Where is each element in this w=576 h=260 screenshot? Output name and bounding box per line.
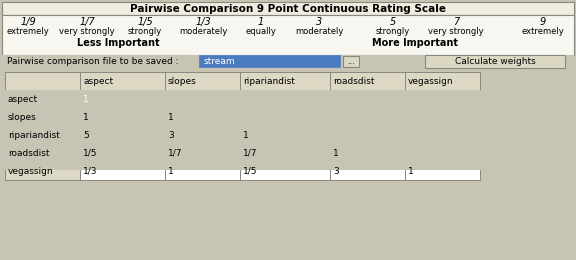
Text: strongly: strongly: [376, 28, 410, 36]
FancyBboxPatch shape: [330, 108, 405, 126]
Text: ripariandist: ripariandist: [8, 131, 60, 140]
FancyBboxPatch shape: [165, 108, 240, 126]
FancyBboxPatch shape: [80, 126, 165, 144]
Text: 1/9: 1/9: [20, 17, 36, 27]
Text: 1: 1: [258, 17, 264, 27]
Text: 1: 1: [333, 148, 339, 158]
Text: extremely: extremely: [522, 28, 564, 36]
Text: 1/7: 1/7: [243, 148, 257, 158]
Text: 3: 3: [316, 17, 322, 27]
FancyBboxPatch shape: [5, 108, 80, 126]
Text: Pairwise comparison file to be saved :: Pairwise comparison file to be saved :: [7, 57, 179, 66]
FancyBboxPatch shape: [80, 90, 165, 108]
FancyBboxPatch shape: [2, 90, 574, 170]
Text: very strongly: very strongly: [428, 28, 484, 36]
Text: 1: 1: [408, 166, 414, 176]
Text: 1/3: 1/3: [195, 17, 211, 27]
FancyBboxPatch shape: [80, 72, 165, 90]
Text: 1/3: 1/3: [83, 166, 97, 176]
FancyBboxPatch shape: [405, 72, 480, 90]
Text: stream: stream: [204, 57, 236, 66]
FancyBboxPatch shape: [240, 162, 330, 180]
Text: 1: 1: [243, 131, 249, 140]
Text: 3: 3: [333, 166, 339, 176]
Text: Calculate weights: Calculate weights: [454, 57, 535, 66]
FancyBboxPatch shape: [5, 144, 80, 162]
Text: 1/5: 1/5: [137, 17, 153, 27]
Text: 1/5: 1/5: [243, 166, 257, 176]
Text: slopes: slopes: [8, 113, 37, 121]
Text: 5: 5: [83, 131, 89, 140]
FancyBboxPatch shape: [330, 126, 405, 144]
FancyBboxPatch shape: [240, 126, 330, 144]
Text: ...: ...: [347, 57, 355, 66]
Text: aspect: aspect: [8, 94, 38, 103]
FancyBboxPatch shape: [200, 56, 340, 67]
FancyBboxPatch shape: [330, 144, 405, 162]
Text: extremely: extremely: [7, 28, 50, 36]
FancyBboxPatch shape: [5, 72, 80, 90]
Text: very strongly: very strongly: [59, 28, 115, 36]
Text: 1: 1: [168, 166, 174, 176]
FancyBboxPatch shape: [5, 162, 80, 180]
FancyBboxPatch shape: [240, 108, 330, 126]
FancyBboxPatch shape: [405, 162, 480, 180]
FancyBboxPatch shape: [240, 144, 330, 162]
FancyBboxPatch shape: [165, 162, 240, 180]
FancyBboxPatch shape: [2, 15, 574, 55]
FancyBboxPatch shape: [165, 72, 240, 90]
Text: 1: 1: [83, 113, 89, 121]
Text: 1/7: 1/7: [79, 17, 95, 27]
Text: 3: 3: [168, 131, 174, 140]
FancyBboxPatch shape: [165, 126, 240, 144]
FancyBboxPatch shape: [330, 72, 405, 90]
Text: 7: 7: [453, 17, 459, 27]
Text: aspect: aspect: [83, 76, 113, 86]
FancyBboxPatch shape: [80, 162, 165, 180]
FancyBboxPatch shape: [165, 144, 240, 162]
Text: moderately: moderately: [295, 28, 343, 36]
Text: ripariandist: ripariandist: [243, 76, 295, 86]
FancyBboxPatch shape: [405, 108, 480, 126]
Text: vegassign: vegassign: [408, 76, 454, 86]
Text: slopes: slopes: [168, 76, 197, 86]
FancyBboxPatch shape: [5, 126, 80, 144]
FancyBboxPatch shape: [330, 162, 405, 180]
Text: moderately: moderately: [179, 28, 227, 36]
Text: 1/7: 1/7: [168, 148, 183, 158]
Text: vegassign: vegassign: [8, 166, 54, 176]
FancyBboxPatch shape: [330, 90, 405, 108]
Text: roadsdist: roadsdist: [8, 148, 50, 158]
FancyBboxPatch shape: [2, 55, 574, 68]
FancyBboxPatch shape: [80, 108, 165, 126]
Text: equally: equally: [245, 28, 276, 36]
Text: 1: 1: [83, 94, 89, 103]
Text: roadsdist: roadsdist: [333, 76, 374, 86]
FancyBboxPatch shape: [343, 56, 359, 67]
FancyBboxPatch shape: [240, 72, 330, 90]
Text: 1/5: 1/5: [83, 148, 97, 158]
Text: 9: 9: [540, 17, 546, 27]
FancyBboxPatch shape: [405, 144, 480, 162]
FancyBboxPatch shape: [240, 90, 330, 108]
FancyBboxPatch shape: [165, 90, 240, 108]
Text: More Important: More Important: [372, 38, 458, 48]
Text: 1: 1: [168, 113, 174, 121]
FancyBboxPatch shape: [405, 90, 480, 108]
FancyBboxPatch shape: [405, 126, 480, 144]
Text: strongly: strongly: [128, 28, 162, 36]
FancyBboxPatch shape: [5, 90, 80, 108]
Text: Pairwise Comparison 9 Point Continuous Rating Scale: Pairwise Comparison 9 Point Continuous R…: [130, 3, 446, 14]
Text: 5: 5: [390, 17, 396, 27]
FancyBboxPatch shape: [425, 55, 565, 68]
FancyBboxPatch shape: [2, 2, 574, 15]
Text: Less Important: Less Important: [77, 38, 160, 48]
FancyBboxPatch shape: [80, 144, 165, 162]
